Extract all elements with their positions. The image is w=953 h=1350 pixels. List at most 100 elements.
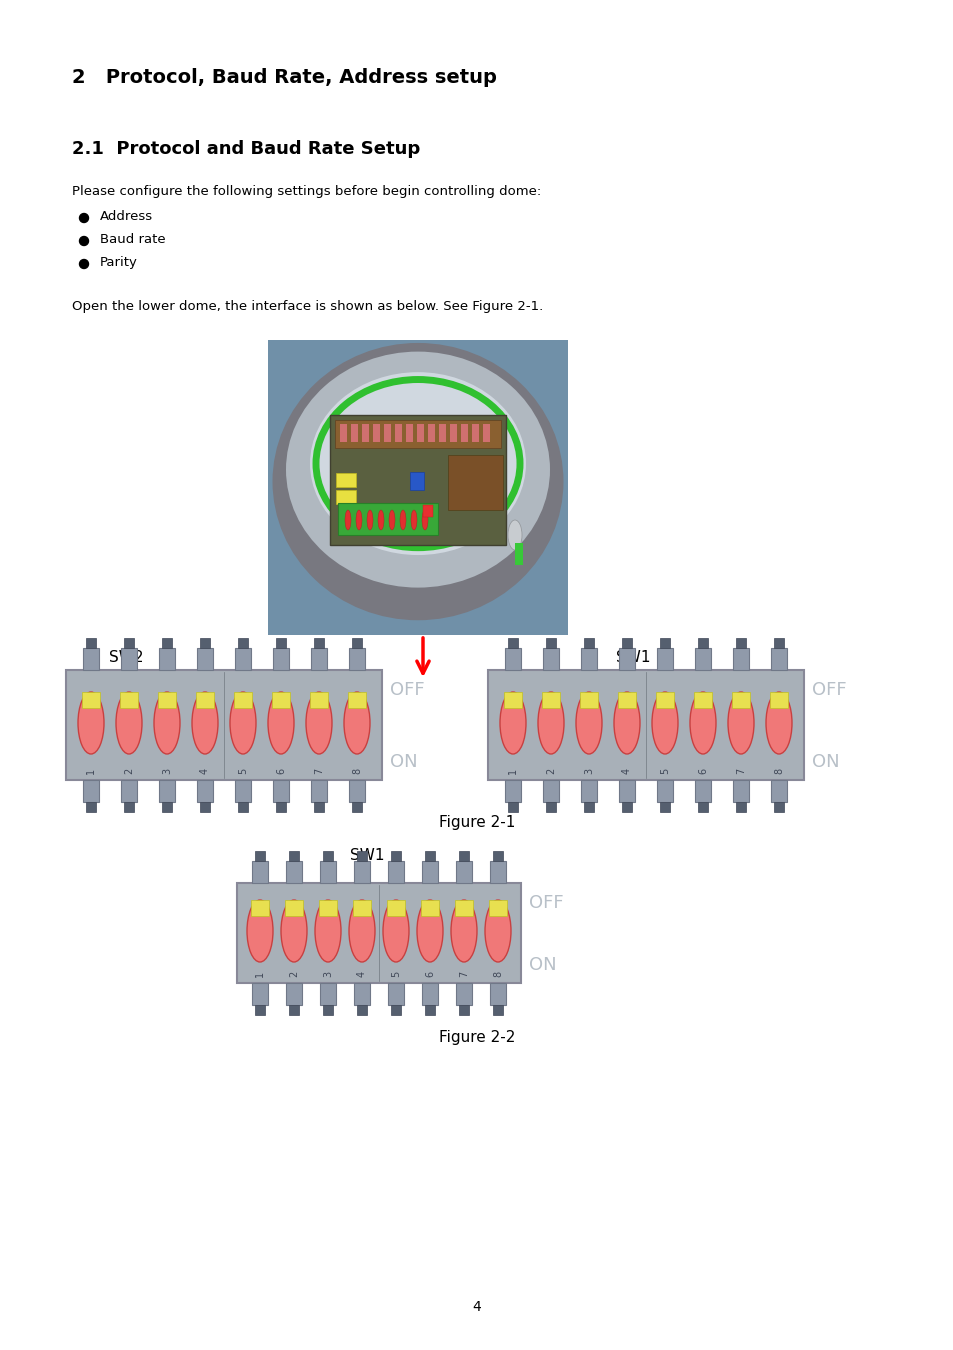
- Bar: [354, 983, 370, 1004]
- Bar: [387, 900, 405, 917]
- Bar: [482, 424, 490, 441]
- Text: ON: ON: [811, 753, 839, 771]
- Text: 7: 7: [735, 768, 745, 774]
- Bar: [66, 670, 381, 780]
- Bar: [310, 693, 328, 707]
- Bar: [456, 983, 472, 1004]
- Bar: [515, 543, 522, 566]
- Bar: [580, 648, 597, 670]
- Bar: [438, 424, 446, 441]
- Bar: [162, 639, 172, 648]
- Bar: [583, 639, 594, 648]
- Bar: [353, 900, 371, 917]
- Bar: [272, 693, 290, 707]
- Bar: [621, 802, 631, 811]
- Bar: [236, 883, 520, 983]
- Text: SW2: SW2: [109, 649, 143, 666]
- Bar: [348, 693, 366, 707]
- Bar: [254, 1004, 265, 1015]
- Bar: [319, 983, 335, 1004]
- Text: 6: 6: [424, 971, 435, 977]
- Bar: [656, 693, 673, 707]
- Bar: [335, 472, 355, 487]
- Bar: [311, 648, 327, 670]
- Ellipse shape: [153, 693, 180, 755]
- Bar: [507, 802, 517, 811]
- Bar: [493, 850, 502, 861]
- Bar: [285, 900, 303, 917]
- Bar: [196, 648, 213, 670]
- Bar: [323, 1004, 333, 1015]
- Bar: [275, 639, 286, 648]
- Bar: [493, 1004, 502, 1015]
- Ellipse shape: [614, 693, 639, 755]
- Bar: [448, 455, 502, 510]
- Ellipse shape: [651, 693, 678, 755]
- Bar: [618, 648, 635, 670]
- Bar: [657, 648, 672, 670]
- Bar: [456, 861, 472, 883]
- Ellipse shape: [268, 693, 294, 755]
- Bar: [121, 648, 137, 670]
- Text: Please configure the following settings before begin controlling dome:: Please configure the following settings …: [71, 185, 540, 198]
- Text: 8: 8: [493, 971, 502, 977]
- Bar: [384, 424, 391, 441]
- Text: 7: 7: [458, 971, 469, 977]
- Ellipse shape: [116, 693, 142, 755]
- Bar: [124, 802, 133, 811]
- Bar: [455, 900, 473, 917]
- Ellipse shape: [281, 900, 307, 963]
- Text: 3: 3: [162, 768, 172, 774]
- Bar: [406, 424, 413, 441]
- Bar: [314, 639, 324, 648]
- Ellipse shape: [247, 900, 273, 963]
- Bar: [580, 780, 597, 802]
- Bar: [349, 780, 365, 802]
- Text: 1: 1: [86, 768, 96, 774]
- Bar: [732, 648, 748, 670]
- Bar: [395, 424, 401, 441]
- Bar: [254, 850, 265, 861]
- Bar: [504, 648, 520, 670]
- Bar: [621, 639, 631, 648]
- Bar: [237, 802, 248, 811]
- Text: 4: 4: [472, 1300, 481, 1314]
- Bar: [490, 983, 505, 1004]
- Ellipse shape: [192, 693, 218, 755]
- Bar: [421, 861, 437, 883]
- Bar: [659, 802, 669, 811]
- Bar: [391, 1004, 400, 1015]
- Bar: [289, 850, 298, 861]
- Text: OFF: OFF: [811, 680, 845, 699]
- Bar: [618, 780, 635, 802]
- Text: 3: 3: [323, 971, 333, 977]
- Bar: [769, 693, 787, 707]
- Text: Figure 2-1: Figure 2-1: [438, 815, 515, 830]
- Bar: [732, 780, 748, 802]
- Bar: [200, 802, 210, 811]
- Bar: [83, 648, 99, 670]
- Ellipse shape: [576, 693, 601, 755]
- Bar: [421, 983, 437, 1004]
- Bar: [82, 693, 100, 707]
- Bar: [162, 802, 172, 811]
- Bar: [361, 424, 369, 441]
- Ellipse shape: [78, 693, 104, 755]
- Ellipse shape: [230, 693, 255, 755]
- Bar: [618, 693, 636, 707]
- Bar: [657, 780, 672, 802]
- Bar: [770, 648, 786, 670]
- Bar: [659, 639, 669, 648]
- Ellipse shape: [451, 900, 476, 963]
- Bar: [356, 850, 367, 861]
- Bar: [773, 802, 783, 811]
- Text: ON: ON: [529, 956, 556, 973]
- Bar: [373, 424, 379, 441]
- Bar: [695, 648, 710, 670]
- Bar: [275, 802, 286, 811]
- Ellipse shape: [367, 510, 373, 531]
- Bar: [424, 850, 435, 861]
- Text: 4: 4: [356, 971, 367, 977]
- Bar: [356, 1004, 367, 1015]
- Bar: [698, 639, 707, 648]
